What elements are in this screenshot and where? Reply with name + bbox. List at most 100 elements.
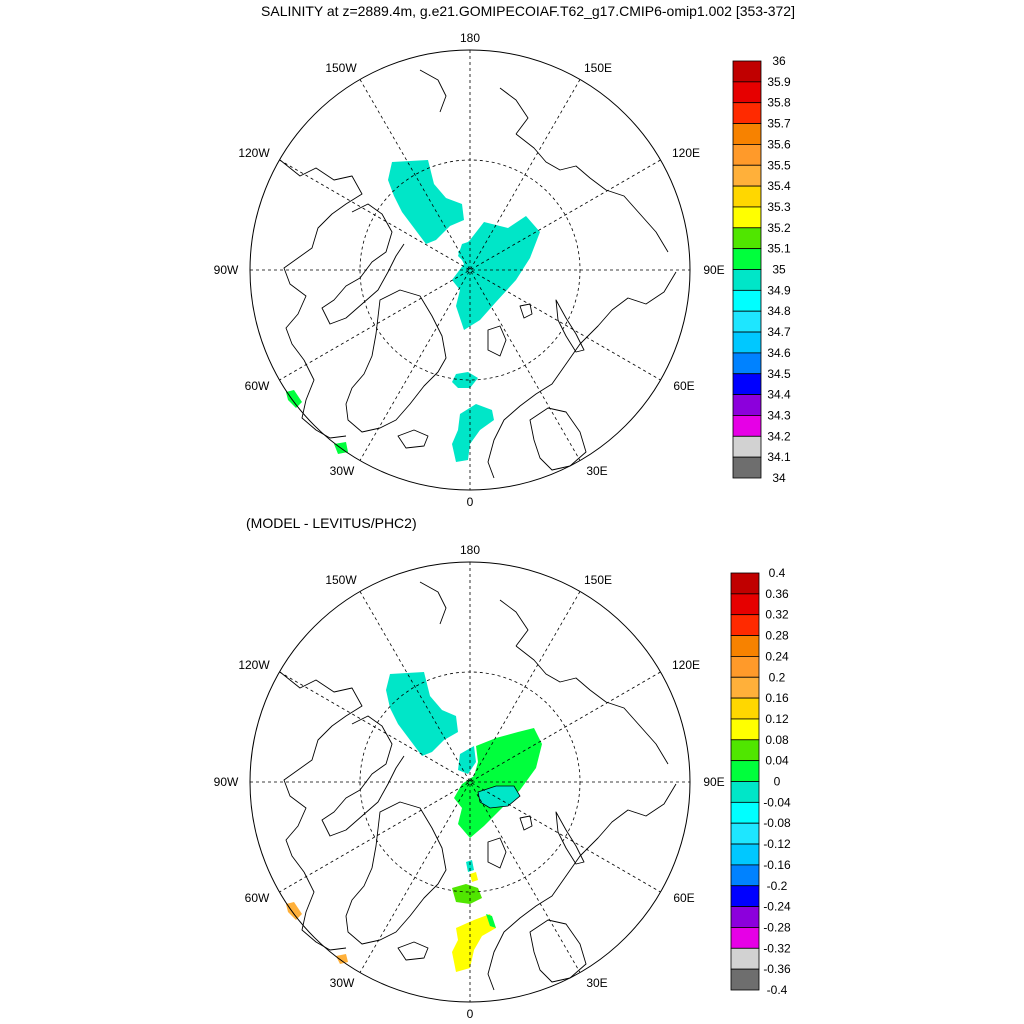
colorbar-box [730,614,760,636]
coastline-greenland [345,289,447,433]
colorbar-label: 34.6 [767,346,791,360]
colorbar-box [730,947,760,970]
field-patch-canadian-basin [388,160,464,244]
coastline-siberia [515,645,669,765]
colorbar-label: 35.8 [767,96,791,110]
field-patch-makarov-basin [458,240,474,260]
colorbar-label: 0.04 [765,754,789,768]
colorbar-box [730,864,760,887]
lon-label-120w: 120W [238,658,270,672]
colorbar-label: -0.36 [763,962,791,976]
coastline-eurasia [487,783,677,991]
field-patch-fram-strait [452,372,478,388]
colorbar-difference: 0.4 0.36 0.32 0.28 0.24 0.2 0.16 0.12 0.08 0.04 0 -… [730,566,791,997]
colorbar-box [730,885,760,908]
field-patch-eurasian-basin [452,216,540,330]
panel-1-title: SALINITY at z=2889.4m, g.e21.GOMIPECOIAF… [261,3,795,19]
diff-patch-labrador-south [336,954,348,964]
lon-label-60e: 60E [673,891,694,905]
colorbar-box [732,206,762,229]
lon-label-30w: 30W [330,464,355,478]
colorbar-label: -0.08 [763,816,791,830]
colorbar-label: -0.4 [767,983,788,997]
lon-label-60e: 60E [673,379,694,393]
colorbar-label: -0.28 [763,920,791,934]
salinity-field-patches [286,160,540,462]
colorbar-label: -0.32 [763,941,791,955]
colorbar-box [732,185,762,208]
colorbar-box [732,373,762,396]
coastline-eurasia [487,271,677,479]
colorbar-label: 0.32 [765,608,789,622]
colorbar-label: 0.4 [769,566,786,580]
coastline-franz-josef [519,303,533,319]
coastline-iceland [397,429,429,449]
diff-patch-fram-strait [452,884,482,904]
colorbar-label: 34.4 [767,388,791,402]
colorbar-box [730,572,760,595]
colorbar-label: 34.8 [767,304,791,318]
coastline-alaska-north [419,581,447,625]
colorbar-label: 35.7 [767,117,791,131]
coastline-novaya-zemlya [555,299,585,353]
panel-2-title: (MODEL - LEVITUS/PHC2) [246,515,417,531]
colorbar-label: 35.9 [767,75,791,89]
coastline-north-america [279,159,363,361]
map-boundary [249,49,691,491]
lon-label-30w: 30W [330,976,355,990]
colorbar-label: 34.3 [767,408,791,422]
diff-patch-labrador-north [286,902,302,920]
colorbar-label: 35.3 [767,200,791,214]
colorbar-box [732,81,762,104]
coastline-iceland [397,941,429,961]
colorbar-label: 35.6 [767,137,791,151]
field-patch-greenland-sea [452,404,494,462]
longitude-labels: 180 150E 120E 90E 60E 30E 0 30W 60W 90W … [214,31,725,509]
meridian-150e-30w [359,591,581,973]
diff-patch-fram-strait-yellow [470,872,478,882]
colorbar-box [732,435,762,458]
colorbar-label: 0.12 [765,712,789,726]
polar-map-difference: 180 150E 120E 90E 60E 30E 0 30W 60W 90W … [214,543,725,1021]
polar-map-salinity: 180 150E 120E 90E 60E 30E 0 30W 60W 90W … [214,31,725,509]
colorbar-box [732,143,762,166]
colorbar-label: 0.16 [765,691,789,705]
colorbar-label: -0.2 [767,879,788,893]
colorbar-box [732,123,762,145]
coastline-east-siberia-north [499,599,529,647]
coastline-east-siberia-north [499,87,529,135]
coastline-greenland [345,801,447,945]
colorbar-label: -0.16 [763,858,791,872]
lon-label-90w: 90W [214,263,239,277]
diff-patch-fram-strait-north [466,860,474,872]
meridian-150w-30e [359,79,581,461]
colorbar-label: 0.36 [765,587,789,601]
colorbar-box [730,760,760,782]
colorbar-box [730,635,760,657]
coastline-svalbard [487,325,507,357]
colorbar-label: 34 [772,471,786,485]
coastline-arctic-archipelago [321,715,405,837]
colorbar-box [732,269,762,291]
colorbar-box [730,843,760,866]
colorbar-label: 35.4 [767,179,791,193]
coastline-canada-mainland [301,359,347,439]
colorbar-label: 34.1 [767,450,791,464]
colorbar-box [732,352,762,375]
colorbar-box [730,718,760,741]
colorbar-box [730,906,760,928]
colorbar-box [732,60,762,83]
lon-label-90w: 90W [214,775,239,789]
meridian-150e-30w [359,79,581,461]
lon-label-150e: 150E [584,573,612,587]
lon-label-0: 0 [467,495,474,509]
meridian-120e-60w [279,671,661,893]
lon-label-150w: 150W [325,61,357,75]
colorbar-box [732,331,762,354]
lon-label-90e: 90E [703,263,724,277]
lon-label-60w: 60W [245,379,270,393]
colorbar-label: 0.08 [765,733,789,747]
lon-label-30e: 30E [586,464,607,478]
meridian-120w-60e [279,671,661,893]
